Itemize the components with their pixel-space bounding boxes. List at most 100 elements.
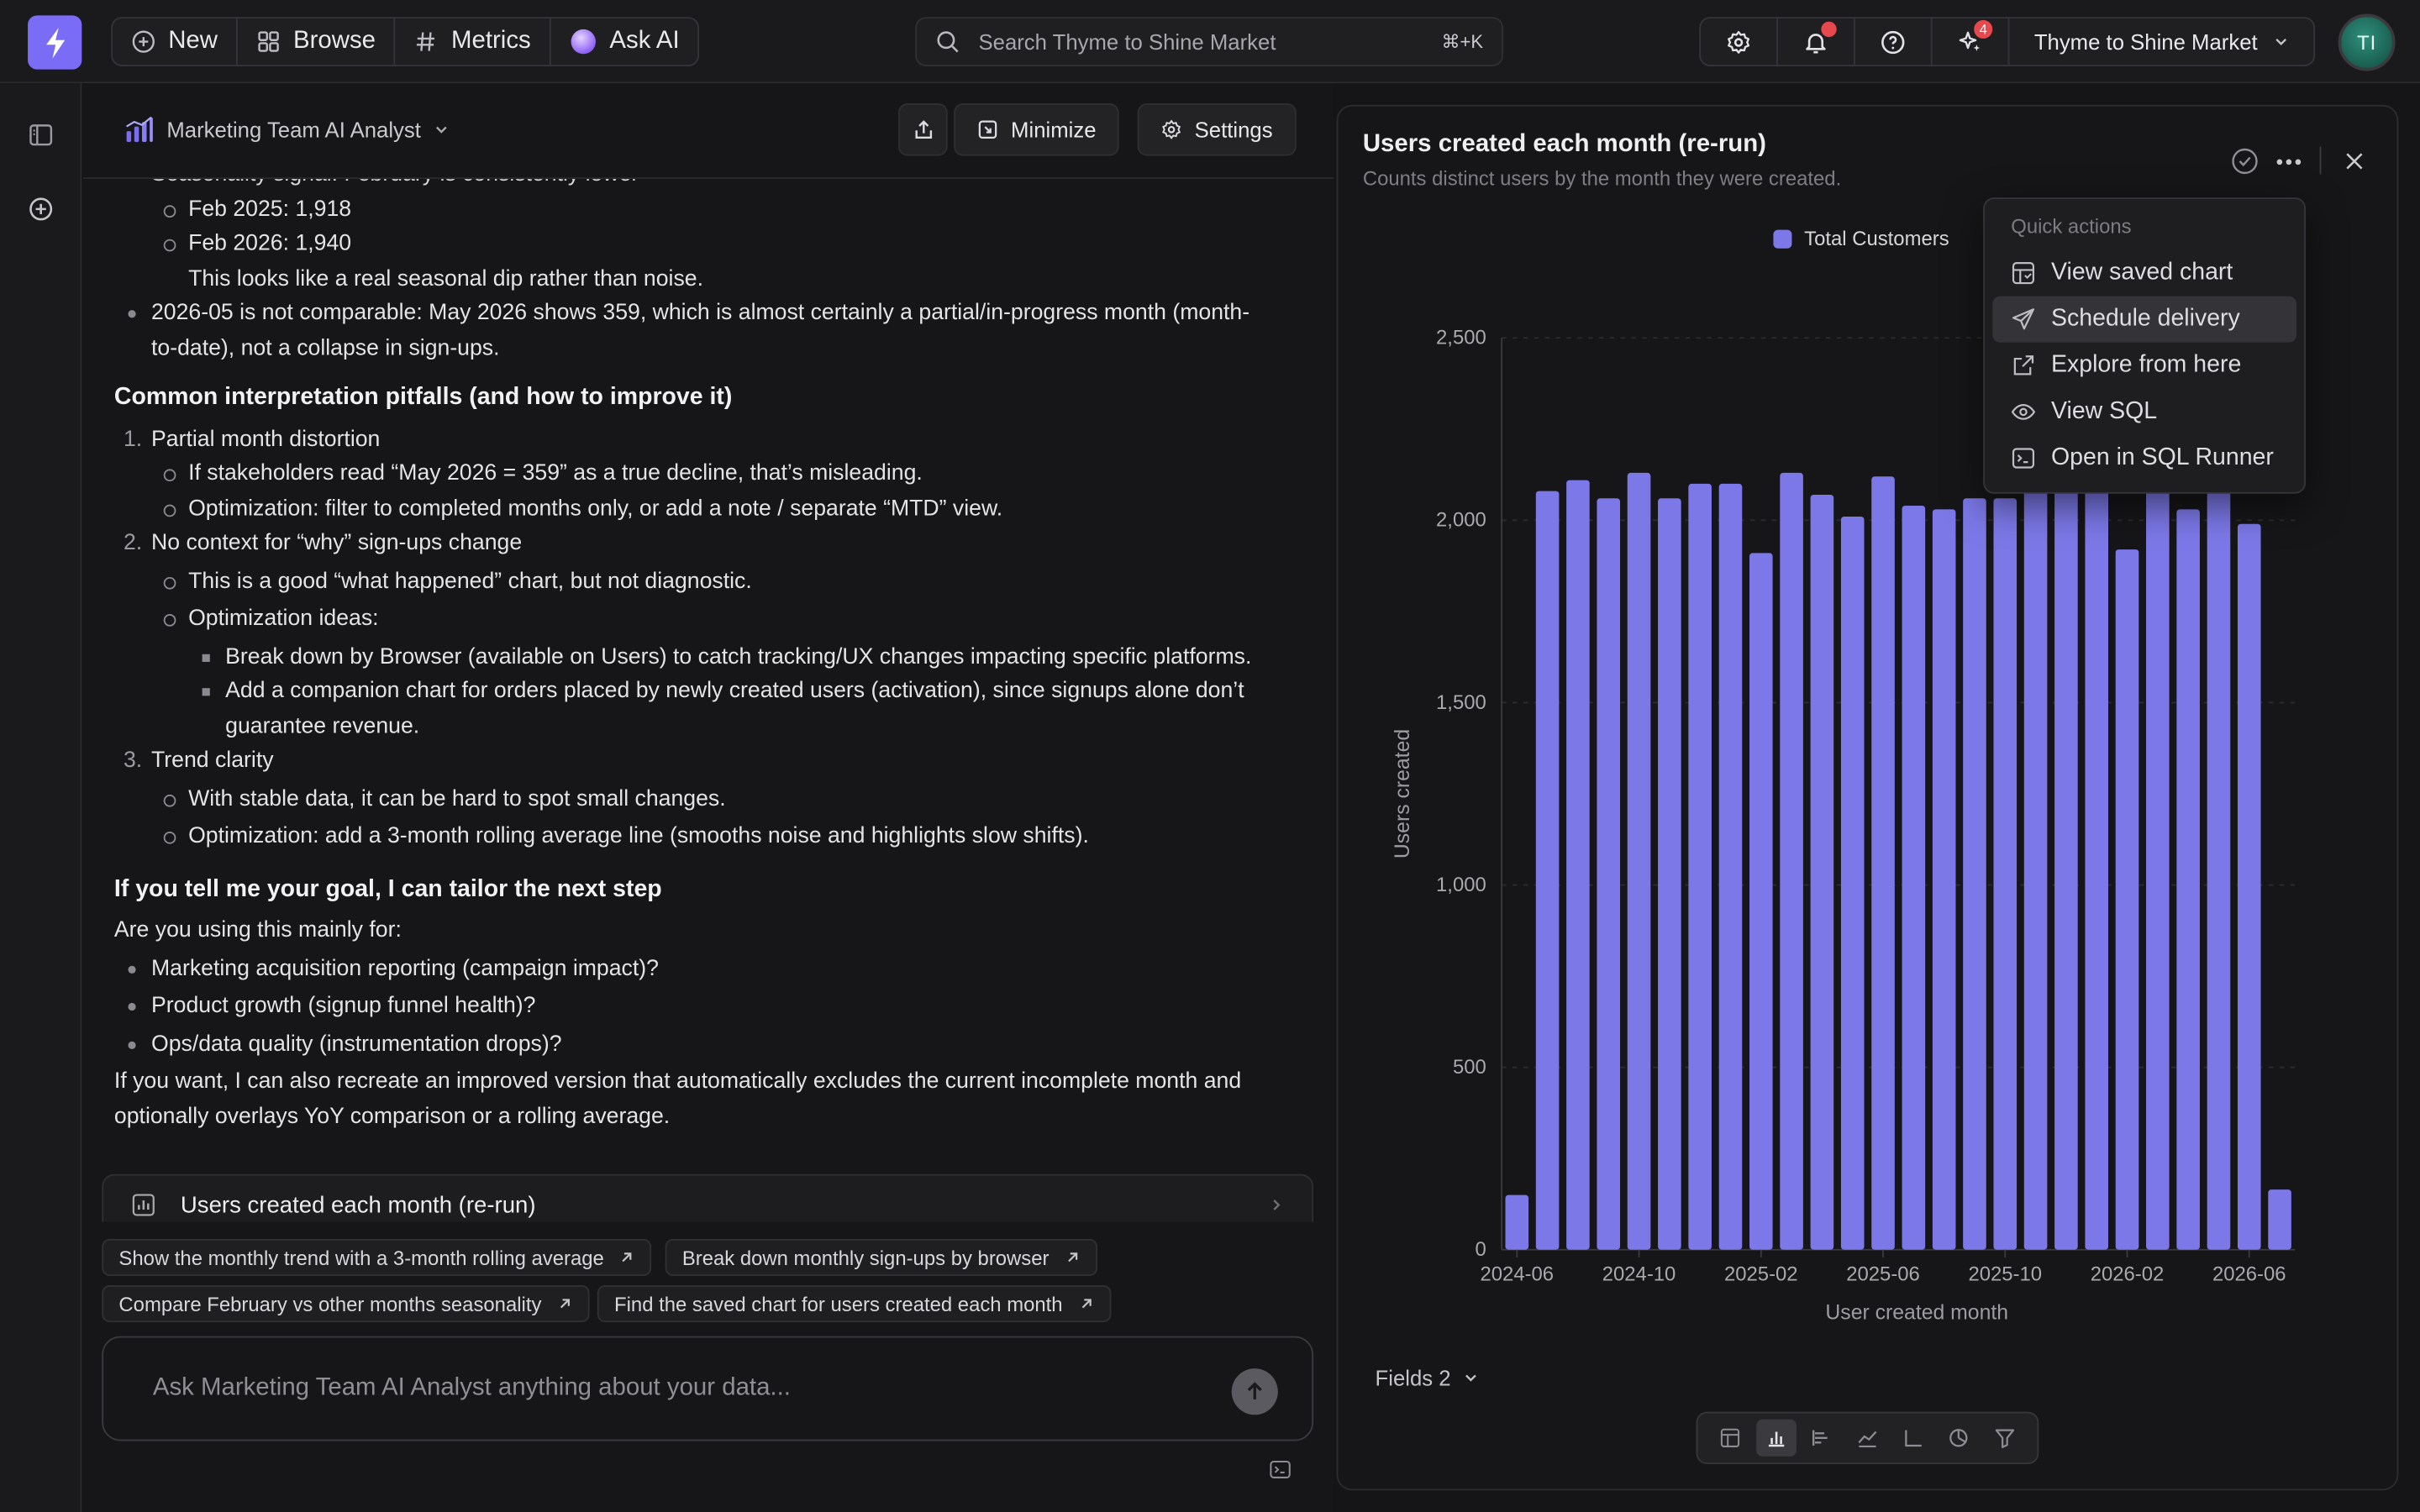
settings-button[interactable] (1701, 18, 1778, 66)
suggestion-chip[interactable]: Break down monthly sign-ups by browser (665, 1238, 1097, 1276)
help-button[interactable] (1855, 18, 1933, 66)
notifications-button[interactable] (1778, 18, 1855, 66)
minimize-icon (977, 118, 999, 140)
list-item: 2026-05 is not comparable: May 2026 show… (114, 297, 1318, 366)
bar-2026-02 (2115, 549, 2139, 1250)
bar-view-button[interactable] (1755, 1419, 1797, 1457)
list-item: Feb 2025: 1,918 (114, 192, 1318, 227)
chart-reference-title: Users created each month (re-run) (180, 1191, 536, 1219)
send-icon (2011, 307, 2035, 332)
ask-ai-button[interactable]: Ask AI (551, 18, 698, 65)
text-line: If you want, I can also recreate an impr… (113, 1068, 1242, 1095)
area-view-button[interactable] (1847, 1420, 1887, 1457)
chat-header: Marketing Team AI Analyst Minimize Setti… (83, 85, 1334, 180)
funnel-icon (1995, 1429, 2015, 1448)
send-button[interactable] (1231, 1368, 1278, 1415)
share-icon (912, 118, 935, 142)
text-line: to-date), not a collapse in sign-ups. (151, 335, 500, 360)
horizontal-bar-icon (1812, 1430, 1828, 1446)
numbered-item: 1. Partial month distortion (123, 426, 381, 452)
section-heading: If you tell me your goal, I can tailor t… (113, 875, 662, 902)
y-tick-label: 1,500 (1436, 691, 1486, 714)
menu-item-open-in-sql-runner[interactable]: Open in SQL Runner (1992, 435, 2296, 481)
menu-item-explore-from-here[interactable]: Explore from here (1992, 343, 2296, 389)
notification-dot (1821, 21, 1837, 38)
suggestion-chip[interactable]: Find the saved chart for users created e… (597, 1285, 1111, 1323)
chat-settings-button[interactable]: Settings (1137, 103, 1297, 156)
y-tick-label: 2,000 (1436, 509, 1486, 532)
ai-sparkle-button[interactable]: 4 (1933, 18, 2010, 66)
bar-2025-09 (1963, 498, 1986, 1250)
plus-circle-icon (131, 29, 155, 54)
bar-2025-06 (1871, 476, 1895, 1250)
close-icon[interactable] (2341, 148, 2367, 174)
bar-2025-02 (1749, 553, 1773, 1250)
bar-chart: 0 500 1,000 1,500 2,000 2,500 2024-06 2024-10 20… (1392, 327, 2296, 1324)
arrow-up-icon (1244, 1381, 1265, 1403)
new-thread-icon[interactable] (26, 194, 55, 223)
chat-input[interactable]: Ask Marketing Team AI Analyst anything a… (102, 1336, 1314, 1441)
suggestion-chip[interactable]: Compare February vs other months seasona… (102, 1285, 590, 1323)
axes-icon (1904, 1430, 1922, 1447)
saved-chart-icon (2011, 260, 2035, 285)
list-item: Feb 2026: 1,940 (114, 227, 1318, 261)
text-line: No context for “why” sign-ups change (151, 530, 523, 556)
bar-2025-08 (1932, 509, 1956, 1250)
menu-item-view-saved-chart[interactable]: View saved chart (1992, 250, 2296, 297)
bar-2026-01 (2085, 454, 2109, 1250)
list-item: Add a companion chart for orders placed … (114, 675, 1318, 744)
minimize-button[interactable]: Minimize (954, 103, 1120, 156)
legend-label: Total Customers (1804, 227, 1949, 250)
menu-item-label: Open in SQL Runner (2051, 444, 2274, 471)
x-tick-label: 2026-06 (2212, 1263, 2286, 1285)
share-button[interactable] (897, 103, 948, 156)
user-avatar[interactable]: TI (2338, 13, 2396, 71)
menu-item-view-sql[interactable]: View SQL (1992, 389, 2296, 435)
gear-icon (1160, 118, 1182, 140)
bar-chart-icon (1768, 1431, 1784, 1447)
fields-toggle[interactable]: Fields 2 (1376, 1366, 1479, 1390)
x-tick-label: 2025-02 (1724, 1263, 1798, 1285)
browse-button[interactable]: Browse (238, 18, 396, 66)
y-tick-label: 500 (1453, 1056, 1486, 1079)
x-tick-label: 2025-06 (1846, 1263, 1920, 1285)
fields-label: Fields 2 (1375, 1365, 1451, 1390)
chat-input-placeholder: Ask Marketing Team AI Analyst anything a… (152, 1374, 791, 1401)
check-circle-icon[interactable] (2230, 146, 2260, 176)
global-search[interactable]: Search Thyme to Shine Market ⌘+K (915, 17, 1503, 66)
bar-2026-05 (2207, 458, 2231, 1250)
search-icon (935, 29, 960, 54)
list-item: If stakeholders read “May 2026 = 359” as… (114, 457, 1318, 491)
funnel-view-button[interactable] (1985, 1420, 2025, 1457)
menu-item-schedule-delivery[interactable]: Schedule delivery (1992, 296, 2297, 343)
more-options-icon[interactable] (2274, 146, 2305, 177)
list-item: Optimization: add a 3-month rolling aver… (114, 819, 1318, 853)
table-view-button[interactable] (1710, 1420, 1750, 1457)
pie-view-button[interactable] (1939, 1420, 1980, 1457)
arrow-up-right-icon (619, 1250, 634, 1265)
agent-selector[interactable]: Marketing Team AI Analyst (124, 114, 449, 145)
menu-item-label: Explore from here (2051, 351, 2242, 379)
bar-chart-icon (131, 1193, 155, 1217)
terminal-icon[interactable] (1269, 1458, 1292, 1482)
menu-item-label: View saved chart (2051, 259, 2233, 286)
divider (2319, 146, 2322, 175)
suggestion-label: Compare February vs other months seasona… (118, 1292, 542, 1315)
x-axis-title: User created month (1825, 1301, 2008, 1324)
ai-badge: 4 (1974, 19, 1993, 39)
metrics-button[interactable]: Metrics (396, 18, 551, 66)
new-button[interactable]: New (113, 18, 238, 66)
list-item: This is a good “what happened” chart, bu… (114, 564, 1318, 598)
list-item: Break down by Browser (available on User… (114, 639, 1318, 674)
horizontal-bar-view-button[interactable] (1802, 1420, 1842, 1457)
app-logo[interactable] (28, 15, 82, 70)
line-view-button[interactable] (1893, 1420, 1933, 1457)
grid-icon (256, 29, 281, 54)
text-line: Trend clarity (151, 748, 274, 774)
minimize-label: Minimize (1011, 117, 1097, 142)
sidebar-toggle-icon[interactable] (26, 120, 55, 150)
org-switcher[interactable]: Thyme to Shine Market (2009, 18, 2312, 65)
suggestion-chip[interactable]: Show the monthly trend with a 3-month ro… (102, 1238, 652, 1276)
search-shortcut: ⌘+K (1441, 30, 1484, 53)
chart-legend[interactable]: Total Customers (1773, 227, 1949, 250)
